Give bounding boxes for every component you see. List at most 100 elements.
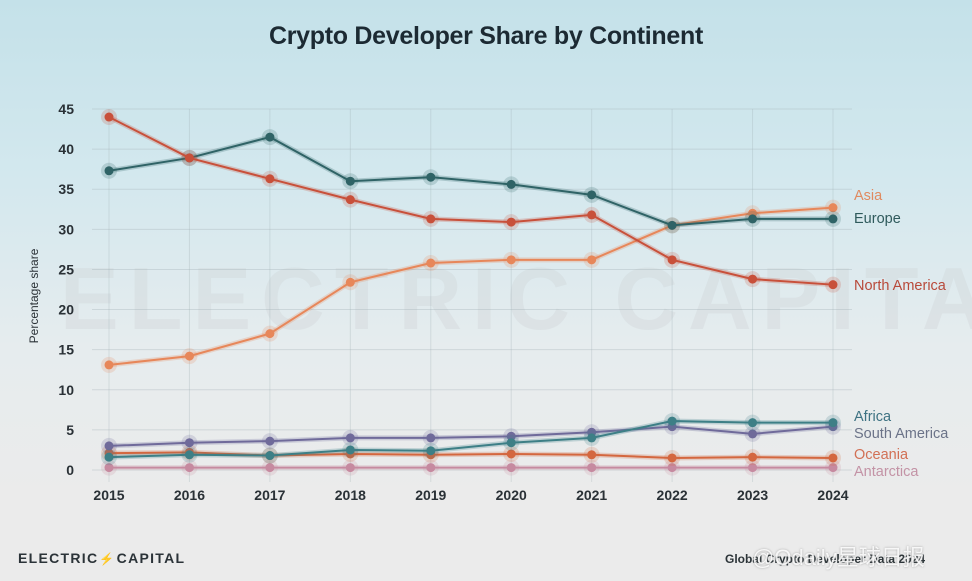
series-antarctica (101, 459, 841, 476)
data-point (506, 179, 516, 189)
data-point (748, 418, 758, 428)
data-point (426, 258, 436, 268)
data-point (506, 463, 516, 473)
data-point (184, 351, 194, 361)
x-axis-ticks: 2015 2016 2017 2018 2019 2020 2021 2022 2023 2024 (93, 487, 848, 503)
y-tick-label: 25 (58, 261, 74, 277)
x-tick-label: 2015 (93, 487, 124, 503)
data-point (748, 463, 758, 473)
data-point (345, 433, 355, 443)
logo-text-left: ELECTRIC (18, 550, 99, 566)
data-point (748, 452, 758, 462)
x-tick-label: 2021 (576, 487, 607, 503)
y-tick-label: 40 (58, 141, 74, 157)
data-point (345, 445, 355, 455)
series-line (108, 451, 834, 459)
data-point (828, 463, 838, 473)
data-point (265, 329, 275, 339)
data-point (828, 453, 838, 463)
data-point (667, 255, 677, 265)
data-point (184, 438, 194, 448)
data-point (587, 463, 597, 473)
bolt-icon: ⚡ (99, 552, 116, 566)
x-tick-label: 2018 (335, 487, 366, 503)
series-lines (101, 109, 841, 476)
series-label-north-america: North America (854, 278, 947, 294)
data-point (828, 203, 838, 213)
y-tick-label: 15 (58, 342, 74, 358)
electric-capital-logo: ELECTRIC⚡CAPITAL (18, 550, 185, 566)
data-point (748, 214, 758, 224)
y-tick-label: 30 (58, 221, 74, 237)
data-point (426, 172, 436, 182)
data-point (104, 112, 114, 122)
series-label-europe: Europe (854, 211, 901, 227)
chart-title: Crypto Developer Share by Continent (268, 22, 704, 50)
series-line (108, 425, 834, 447)
series-europe (101, 129, 841, 234)
x-tick-label: 2020 (496, 487, 527, 503)
data-point (184, 153, 194, 163)
data-point (265, 436, 275, 446)
data-point (667, 220, 677, 230)
data-point (265, 463, 275, 473)
data-point (426, 433, 436, 443)
data-point (345, 463, 355, 473)
data-point (104, 441, 114, 451)
data-point (506, 449, 516, 459)
data-point (587, 433, 597, 443)
data-point (506, 431, 516, 441)
series-label-africa: Africa (854, 409, 892, 425)
data-point (345, 176, 355, 186)
data-point (184, 463, 194, 473)
data-point (587, 255, 597, 265)
x-tick-label: 2016 (174, 487, 205, 503)
data-point (345, 277, 355, 287)
y-tick-label: 5 (66, 422, 74, 438)
series-label-oceania: Oceania (854, 447, 909, 463)
grid-lines (92, 108, 852, 482)
series-line (108, 206, 834, 366)
data-point (265, 132, 275, 142)
series-asia (101, 199, 841, 373)
series-north-america (101, 109, 841, 293)
data-point (104, 452, 114, 462)
y-tick-label: 0 (66, 462, 74, 478)
data-point (667, 416, 677, 426)
logo-text-right: CAPITAL (116, 550, 186, 566)
data-point (426, 214, 436, 224)
series-line (108, 136, 833, 227)
series-label-antarctica: Antarctica (854, 464, 919, 480)
series-line-glow (108, 205, 834, 368)
y-tick-label: 20 (58, 302, 74, 318)
data-point (345, 195, 355, 205)
y-axis-ticks: 0 5 10 15 20 25 30 35 40 45 (58, 101, 74, 478)
data-point (426, 446, 436, 456)
y-axis-title: Percentage share (27, 248, 41, 343)
data-point (506, 217, 516, 227)
data-point (828, 280, 838, 290)
x-tick-label: 2024 (817, 487, 848, 503)
data-point (587, 190, 597, 200)
data-point (104, 463, 114, 473)
data-point (587, 450, 597, 460)
data-point (265, 451, 275, 461)
data-point (104, 166, 114, 176)
y-tick-label: 35 (58, 181, 74, 197)
data-point (184, 450, 194, 460)
odaily-watermark: @Odaily星球日报 (752, 545, 925, 570)
series-line (108, 420, 833, 459)
data-point (828, 418, 838, 428)
series-africa (101, 413, 841, 466)
data-point (748, 429, 758, 439)
y-tick-label: 45 (58, 101, 74, 117)
data-point (828, 214, 838, 224)
series-line (108, 116, 834, 286)
data-point (506, 438, 516, 448)
data-point (587, 210, 597, 220)
data-point (104, 360, 114, 370)
data-point (748, 274, 758, 284)
data-point (667, 463, 677, 473)
